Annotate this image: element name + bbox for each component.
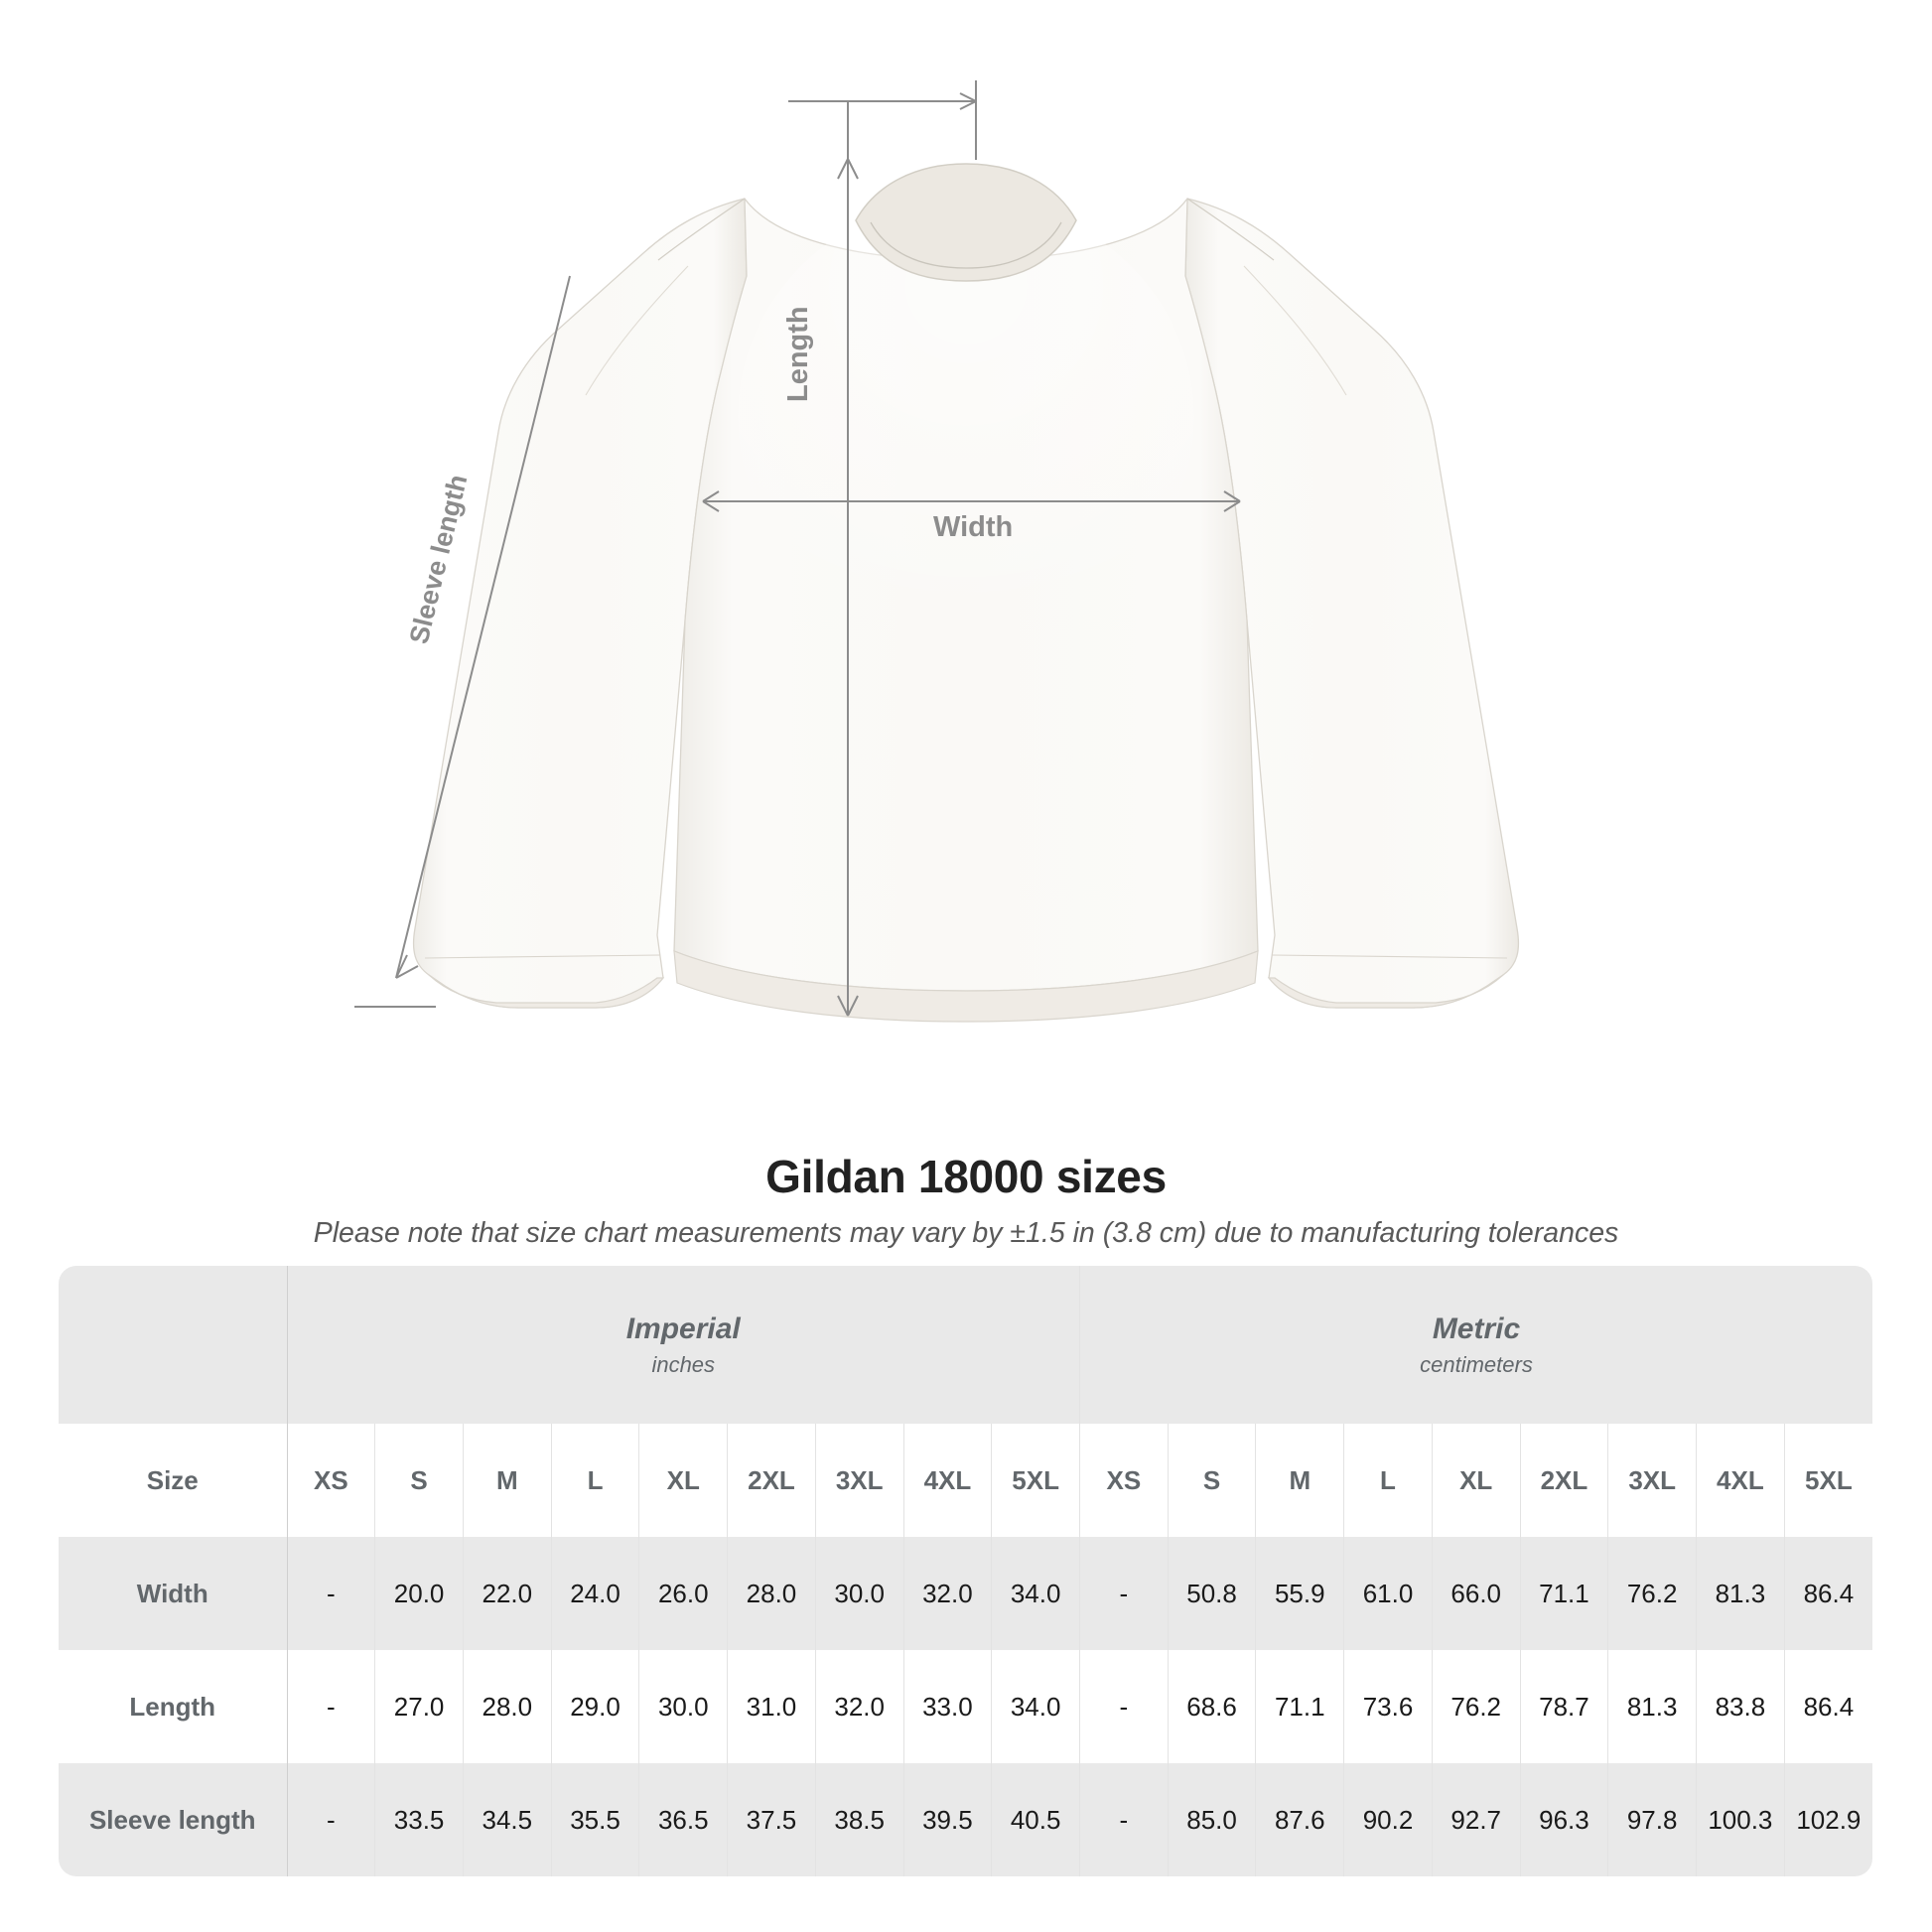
svg-text:Sleeve length: Sleeve length bbox=[404, 472, 474, 646]
svg-text:Width: Width bbox=[933, 511, 1013, 543]
svg-text:Length: Length bbox=[782, 306, 814, 402]
